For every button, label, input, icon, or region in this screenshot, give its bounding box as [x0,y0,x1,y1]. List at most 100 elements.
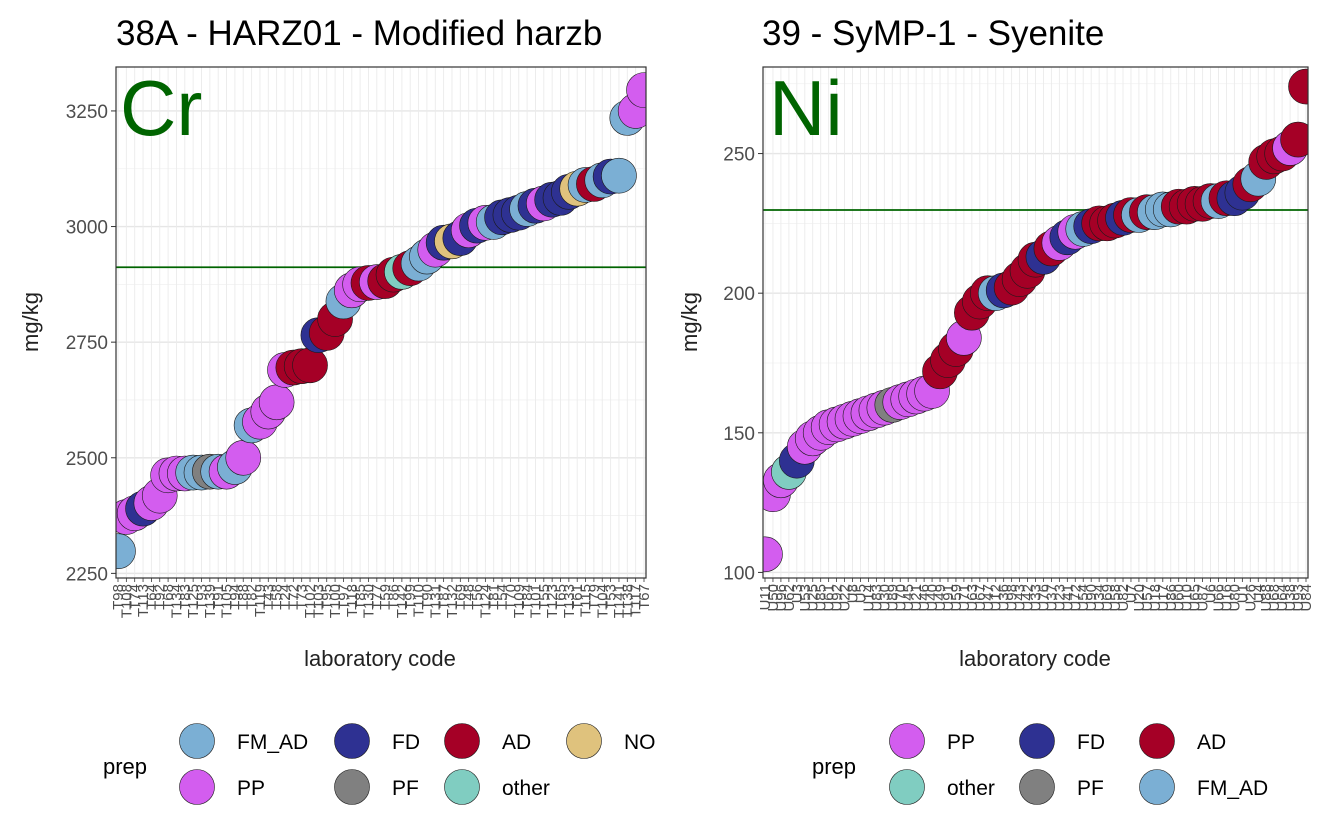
cr-x-tick-label: T115 [578,584,595,617]
ni-x-tick-label: U11 [757,584,774,610]
cr-x-tick-label: T67 [636,584,653,610]
cr-x-tick-label: T91 [210,584,227,610]
cr-x-tick-label: T69 [452,584,469,610]
ni-x-tick-label: U63 [964,584,981,612]
cr-element-label: Cr [120,64,202,152]
ni-x-tick-label: U22 [837,584,854,612]
cr-legend-label: NO [624,731,656,754]
cr-y-tick-label: 3000 [66,218,108,239]
ni-x-tick-label: U68 [1266,584,1283,612]
ni-x-tick-label: U62 [781,584,798,612]
cr-y-axis-label: mg/kg [18,292,43,352]
ni-x-tick-label: U86 [1163,584,1180,612]
ni-x-tick-label: U33 [1028,584,1045,612]
cr-x-tick-label: T134 [168,584,185,618]
ni-legend-label: PF [1077,777,1104,800]
ni-x-tick-label: U40 [924,584,941,612]
ni-x-tick-label: U53 [797,584,814,612]
cr-y-tick-label: 2750 [66,333,108,354]
ni-x-tick-label: U5 [852,584,869,603]
cr-x-tick-label: T73 [294,584,311,610]
cr-data-point-pp [258,384,295,421]
cr-x-tick-label: T139 [202,584,219,618]
cr-legend-label: FD [392,731,420,754]
cr-x-tick-label: T131 [427,584,444,618]
cr-x-tick-label: T93 [193,584,210,610]
cr-x-tick-label: T82 [244,584,261,610]
cr-points [116,72,646,569]
cr-legend-key-no [566,723,602,759]
cr-x-tick-label: T84 [519,584,536,610]
cr-x-tick-label: T110 [411,584,428,617]
cr-x-tick-label: T92 [152,584,169,610]
cr-data-point-pp [225,439,262,476]
ni-x-tick-label: U26 [1242,584,1259,612]
cr-x-tick-label: T124 [477,584,494,618]
cr-legend-key-pp [179,769,215,805]
cr-x-tick-label: T117 [628,584,645,617]
cr-x-tick-label: T53 [603,584,620,610]
cr-x-tick-label: T102 [302,584,319,618]
ni-legend-label: PP [947,731,975,754]
cr-x-tick-label: T64 [143,584,160,610]
ni-x-tick-label: U59 [948,584,965,612]
ni-x-tick-label: U18 [1147,584,1164,612]
ni-x-tick-label: U46 [916,584,933,612]
cr-legend-key-pf [334,769,370,805]
ni-x-tick-label: U23 [1051,584,1068,612]
ni-y-tick-label: 150 [723,424,755,445]
cr-x-tick-label: T59 [377,584,394,610]
ni-legend-label: FD [1077,731,1105,754]
cr-data-point-fm-ad [116,533,136,569]
ni-x-tick-label: U91 [940,584,957,612]
cr-x-tick-label: T56 [469,584,486,610]
ni-x-tick-label: U64 [1274,584,1291,612]
ni-x-tick-label: U16 [1218,584,1235,612]
ni-x-tick-label: U54 [1075,584,1092,612]
ni-x-tick-label: U93 [1290,584,1307,612]
ni-x-tick-label: U1 [1234,584,1251,603]
cr-x-tick-label: T68 [160,584,177,610]
ni-x-tick-label: U87 [1195,584,1212,612]
ni-element-label: Ni [769,64,843,152]
ni-y-axis-label: mg/kg [677,292,702,352]
ni-data-point-ad [1288,68,1308,105]
cr-legend: prep FM_AD FD AD NO PP PF other [103,723,656,805]
ni-x-tick-label: U57 [1139,584,1156,612]
ni-x-tick-label: U17 [1155,584,1172,612]
ni-points [763,68,1308,573]
cr-x-tick-label: T70 [502,584,519,610]
ni-x-tick-label: U70 [892,584,909,612]
ni-x-tick-label: U14 [860,584,877,612]
cr-x-tick-label: T79 [586,584,603,610]
ni-x-tick-label: U12 [988,584,1005,612]
cr-x-tick-label: T123 [544,584,561,618]
cr-x-tick-label: T55 [536,584,553,610]
cr-x-tick-label: T118 [344,584,361,617]
ni-legend-label: AD [1197,731,1226,754]
cr-x-tick-label: T48 [461,584,478,610]
cr-y-tick-label: 2500 [66,449,108,470]
ni-x-tick-label: U85 [813,584,830,612]
ni-x-tick-label: U83 [868,584,885,612]
cr-x-tick-label: T100 [327,584,344,618]
ni-x-tick-label: U36 [996,584,1013,612]
cr-x-tick-label: T77 [369,584,386,610]
cr-legend-title: prep [103,754,147,779]
cr-x-tick-label: T95 [319,584,336,610]
ni-x-tick-label: U98 [1004,584,1021,612]
ni-x-tick-label: U4 [1250,584,1267,603]
cr-chart-title: 38A - HARZ01 - Modified harzb [116,14,602,53]
cr-x-tick-label: T138 [619,584,636,618]
ni-x-tick-label: U21 [908,584,925,612]
cr-x-tick-label: T99 [402,584,419,610]
ni-x-tick-label: U43 [1012,584,1029,612]
ni-legend-key-fm-ad [1139,769,1175,805]
cr-plot-background [116,67,646,578]
cr-legend-label: PF [392,777,419,800]
cr-legend-key-ad [444,723,480,759]
cr-x-tick-label: T113 [135,584,152,617]
cr-x-tick-label: T142 [394,584,411,618]
ni-x-tick-label: U10 [1179,584,1196,612]
ni-panel: 39 - SyMP-1 - Syenite laboratory code mg… [677,14,1315,671]
